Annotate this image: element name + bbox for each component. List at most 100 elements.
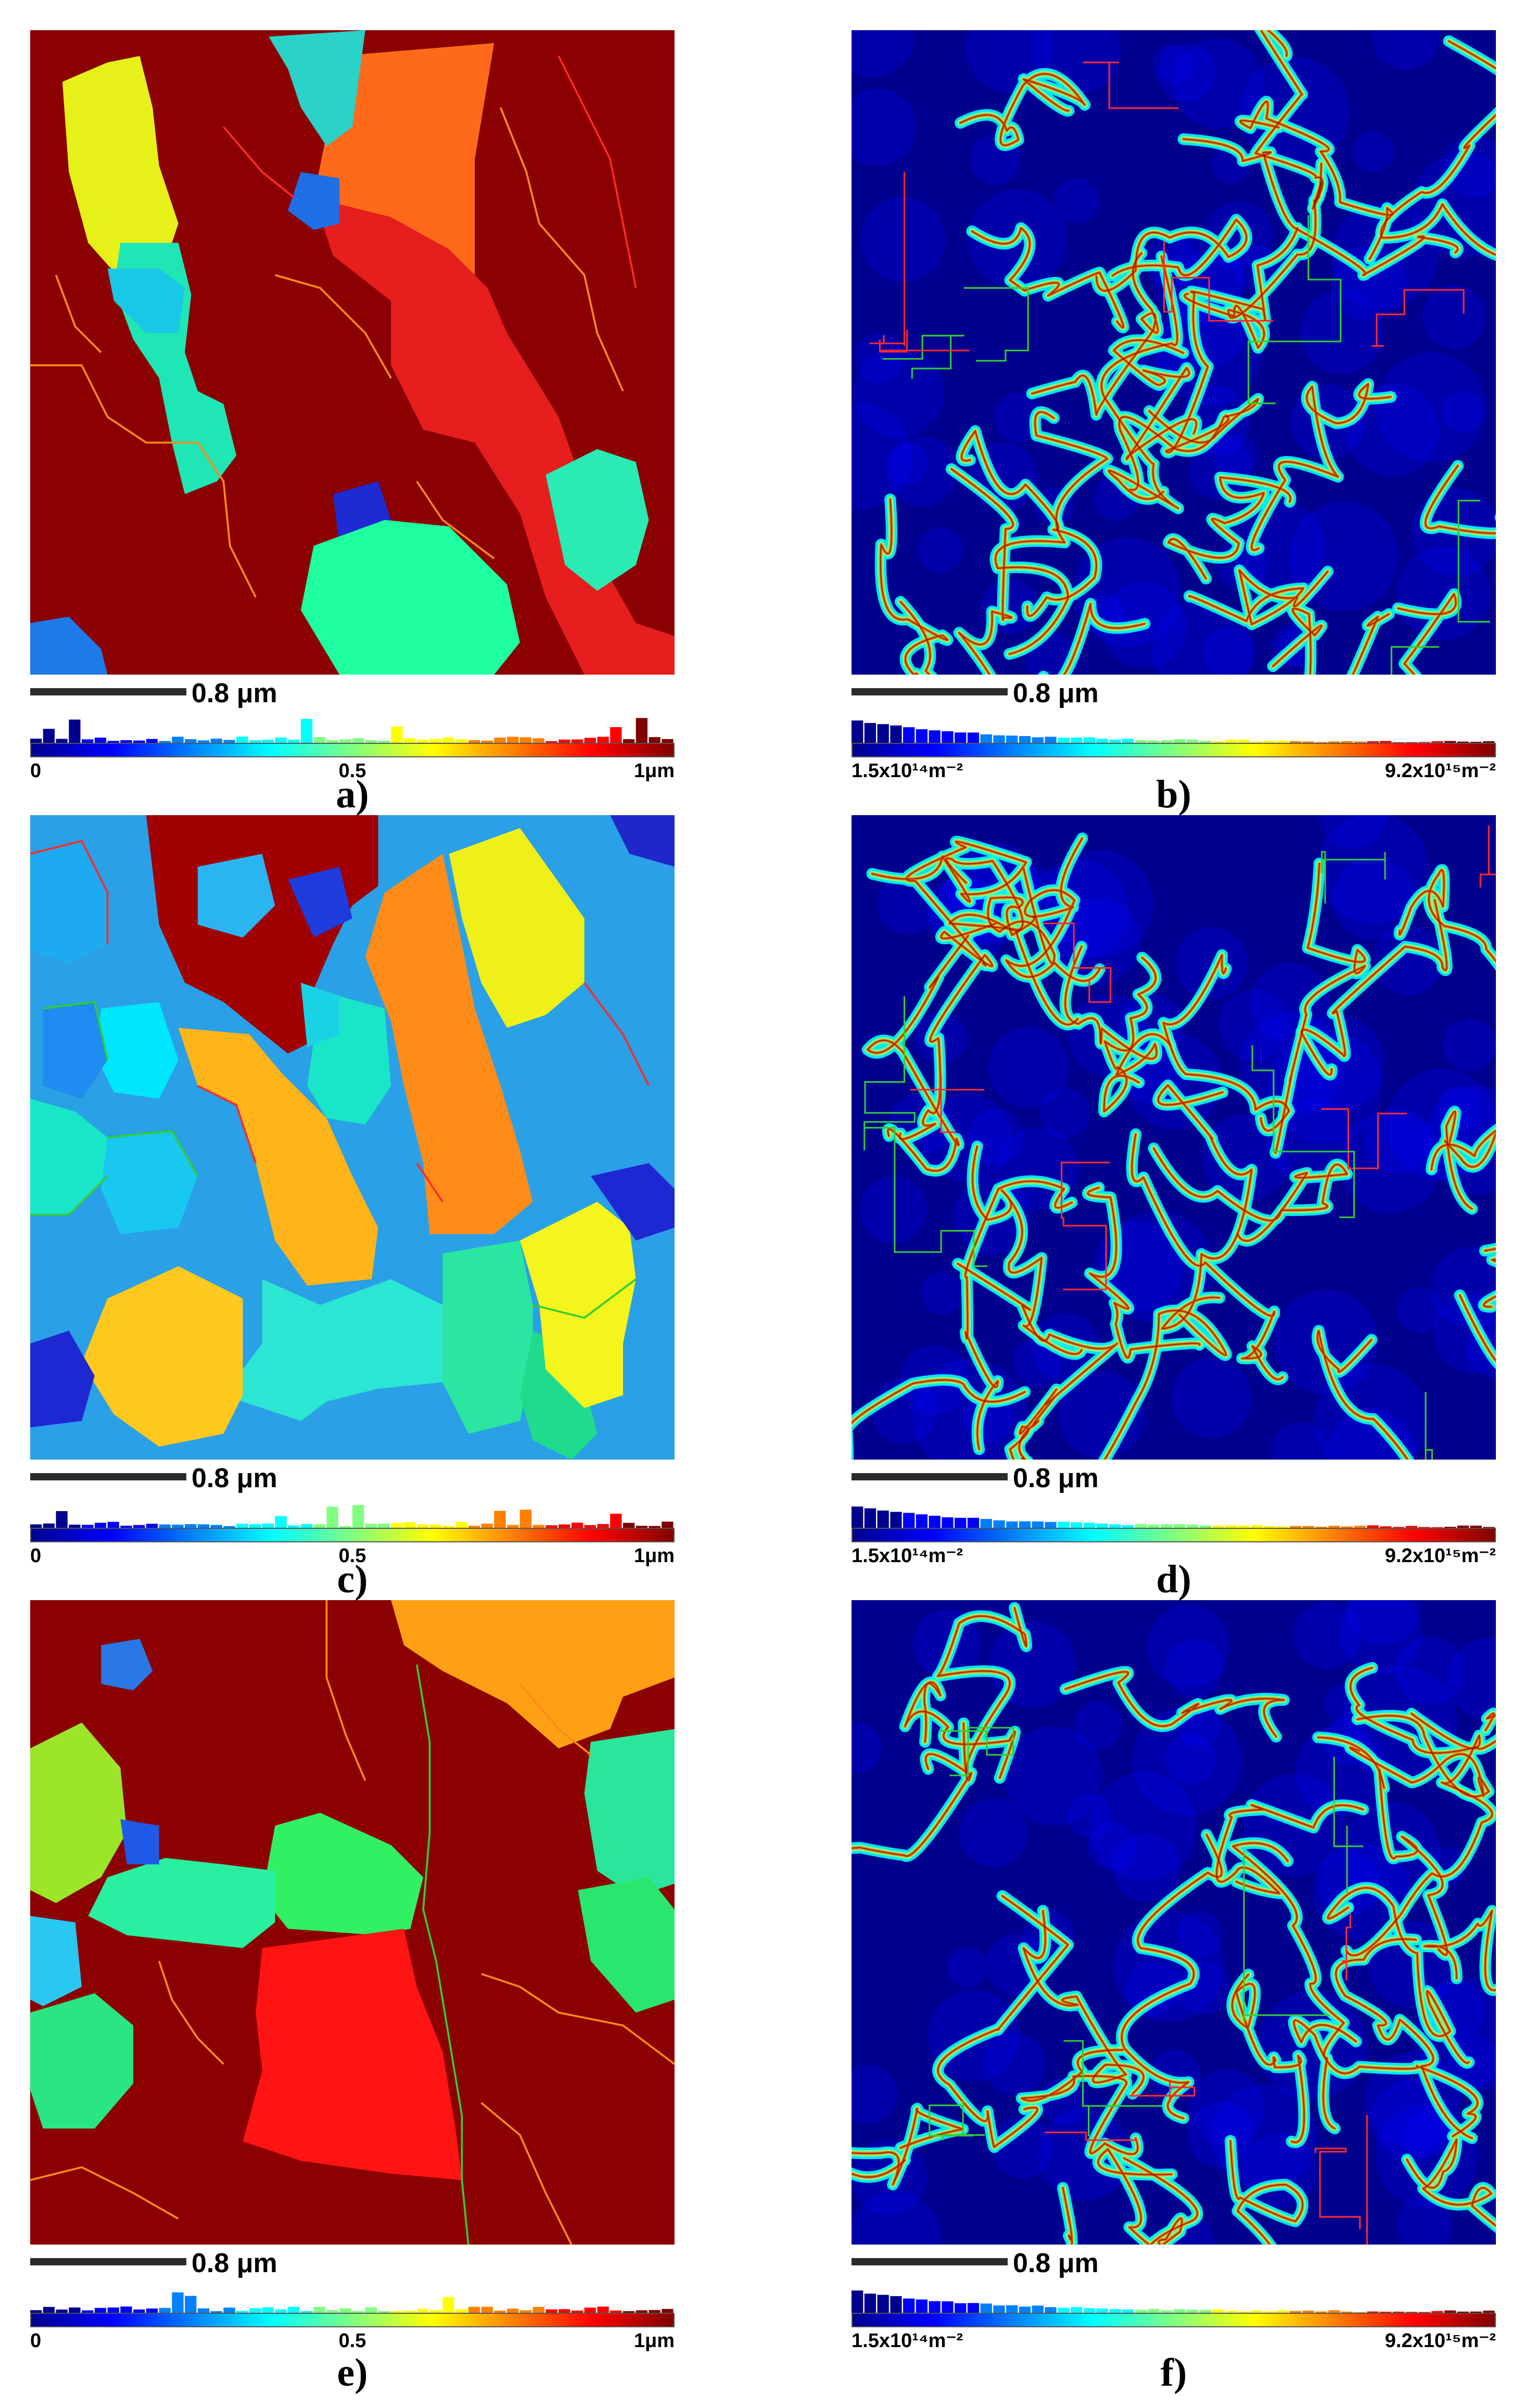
grain xyxy=(269,30,365,146)
histogram-bar xyxy=(43,729,55,743)
panel-caption: b) xyxy=(1156,772,1191,816)
histogram-bar xyxy=(197,1524,210,1528)
histogram-bar xyxy=(1418,742,1430,743)
histogram-bar xyxy=(352,738,364,743)
cell-wall xyxy=(1096,219,1247,292)
histogram-bar xyxy=(980,1519,992,1528)
colorbar-max-label: 1μm xyxy=(633,760,675,782)
grain-boundary xyxy=(1063,2040,1162,2137)
histogram-bar xyxy=(288,2306,300,2313)
histogram-bar xyxy=(1315,2311,1327,2313)
colorbar xyxy=(852,743,1496,757)
histogram-bar xyxy=(146,2308,158,2313)
density-texture xyxy=(1346,384,1439,477)
histogram-bar xyxy=(82,1525,94,1528)
dislocation-density-map-b xyxy=(852,30,1496,675)
histogram-bar xyxy=(223,2308,235,2313)
histogram-bar xyxy=(852,2290,863,2313)
histogram-bar xyxy=(929,1515,941,1528)
histogram-bar xyxy=(1380,741,1392,743)
density-texture xyxy=(988,1026,1070,1108)
histogram-bar xyxy=(172,1525,184,1528)
grain xyxy=(30,841,108,964)
histogram-bar xyxy=(1418,2312,1430,2313)
cell-wall xyxy=(1317,1737,1448,1956)
histogram-bar xyxy=(1405,2312,1417,2313)
grain-boundary xyxy=(1043,922,1112,1003)
density-texture xyxy=(1039,1088,1090,1139)
density-texture xyxy=(1187,2101,1254,2168)
density-texture xyxy=(852,403,911,510)
grain xyxy=(197,854,275,938)
density-texture xyxy=(853,347,944,438)
density-texture xyxy=(1112,1833,1182,1903)
histogram-bar xyxy=(82,739,94,743)
histogram-bar xyxy=(1058,738,1070,743)
dislocation-density-map-d xyxy=(852,815,1496,1460)
histogram-bar xyxy=(916,2299,928,2313)
histogram-bar xyxy=(1264,741,1276,743)
grain-boundary xyxy=(882,335,964,379)
histogram-bar xyxy=(1264,1526,1276,1528)
histogram-bar xyxy=(69,2307,81,2313)
histogram-bar xyxy=(864,723,877,743)
histogram-bar xyxy=(1109,739,1121,743)
histogram-bar xyxy=(107,2307,119,2313)
histogram-bar xyxy=(481,2306,493,2313)
histogram-bar xyxy=(94,1523,107,1528)
histogram-bar xyxy=(1096,2308,1108,2313)
histogram-bar xyxy=(442,737,454,743)
grain-boundary xyxy=(1129,2082,1196,2102)
grain xyxy=(262,1813,424,1935)
cell-wall xyxy=(1251,383,1392,551)
histogram-bar xyxy=(1380,2312,1392,2313)
grain xyxy=(545,449,649,591)
dislocation-density-map-f xyxy=(852,1600,1496,2245)
grain xyxy=(584,1729,675,1897)
grain xyxy=(519,1201,636,1408)
grain-boundary xyxy=(863,996,916,1150)
histogram-bar xyxy=(1470,742,1482,743)
histogram-bar xyxy=(313,737,326,743)
grain xyxy=(591,1163,675,1241)
cell-wall xyxy=(1335,1938,1473,2139)
density-texture xyxy=(1073,1701,1122,1750)
histogram-bar xyxy=(636,1526,648,1528)
cell-wall xyxy=(1165,227,1298,453)
colorbar-max-label: 9.2x10¹⁵m⁻² xyxy=(1384,1545,1496,1567)
grain-boundary xyxy=(1083,61,1179,109)
histogram-bar xyxy=(455,739,467,743)
histogram-bar xyxy=(1083,737,1095,743)
density-texture xyxy=(1340,1112,1442,1213)
histogram-bar xyxy=(571,1523,583,1528)
cell-wall xyxy=(852,1722,972,1857)
histogram-bar xyxy=(94,738,107,743)
density-texture xyxy=(1053,178,1100,224)
scale-bar-label: 0.8 μm xyxy=(192,678,277,708)
density-texture xyxy=(1396,546,1490,640)
histogram-bar xyxy=(877,724,889,743)
histogram-bar xyxy=(1367,741,1379,743)
density-texture xyxy=(1365,1108,1431,1174)
histogram-bar xyxy=(1238,1525,1250,1528)
histogram-bar xyxy=(532,2306,544,2313)
cell-wall xyxy=(961,430,1097,617)
density-texture xyxy=(983,2032,1047,2096)
density-texture xyxy=(1293,1601,1361,1669)
cell-wall xyxy=(1316,1330,1408,1460)
histogram-bar xyxy=(391,726,403,743)
histogram-bar xyxy=(275,738,287,743)
grain-boundary xyxy=(963,287,1029,362)
histogram-bar xyxy=(468,740,480,743)
histogram-bar xyxy=(133,1525,145,1528)
density-texture xyxy=(1442,1019,1495,1072)
histogram-bar xyxy=(1289,741,1302,743)
grain xyxy=(578,1877,675,2013)
histogram-bar xyxy=(1199,741,1211,743)
histogram-bar xyxy=(1186,1524,1199,1528)
histogram-bar xyxy=(300,719,313,743)
histogram-bar xyxy=(1251,2310,1263,2313)
cell-wall xyxy=(964,1180,1073,1450)
grain-boundary xyxy=(1243,1851,1330,2021)
histogram-bar xyxy=(185,739,197,743)
